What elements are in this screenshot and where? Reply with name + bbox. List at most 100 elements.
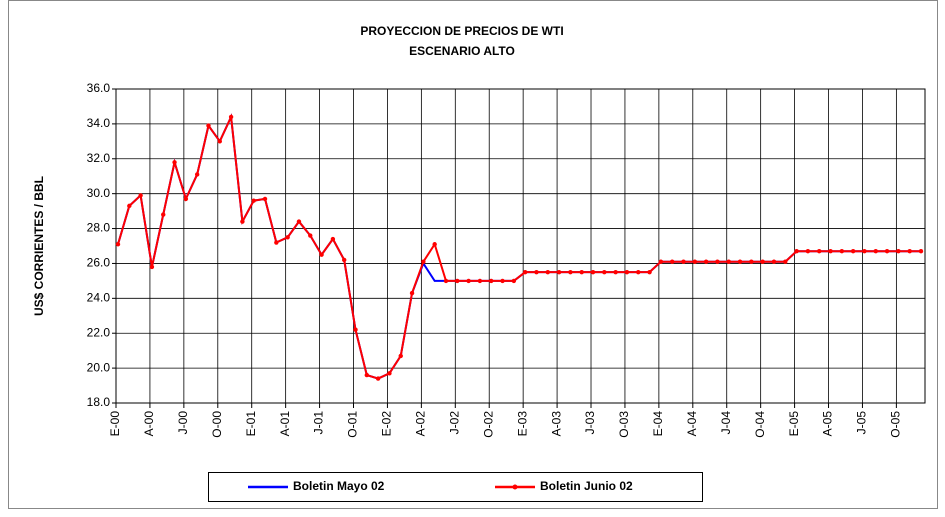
point bbox=[500, 278, 505, 284]
point bbox=[805, 249, 811, 254]
point bbox=[545, 269, 550, 275]
point bbox=[228, 114, 234, 120]
point bbox=[703, 259, 709, 264]
point bbox=[161, 212, 166, 217]
point bbox=[341, 257, 347, 263]
point bbox=[353, 327, 358, 332]
point bbox=[669, 259, 675, 264]
point bbox=[783, 259, 788, 264]
y-tick-label: 18.0 bbox=[87, 395, 111, 409]
point bbox=[251, 198, 256, 203]
point bbox=[884, 249, 890, 254]
series-line bbox=[117, 113, 921, 380]
point bbox=[771, 259, 777, 264]
x-tick-label: J-05 bbox=[855, 411, 869, 435]
x-tick-label: J-02 bbox=[447, 411, 461, 435]
point bbox=[489, 278, 494, 284]
x-tick-label: A-03 bbox=[549, 411, 563, 437]
point bbox=[375, 376, 381, 381]
point bbox=[466, 278, 471, 284]
point bbox=[556, 269, 562, 275]
chart-title: PROYECCION DE PRECIOS DE WTI bbox=[360, 24, 563, 38]
point bbox=[896, 249, 901, 254]
point bbox=[918, 249, 924, 254]
point bbox=[183, 196, 189, 202]
point bbox=[590, 269, 596, 275]
point bbox=[262, 196, 268, 202]
point bbox=[828, 249, 833, 254]
point bbox=[127, 203, 132, 209]
point bbox=[794, 249, 799, 254]
x-tick-label: E-04 bbox=[651, 411, 665, 437]
y-tick-label: 24.0 bbox=[87, 291, 111, 305]
x-tick-label: E-02 bbox=[380, 411, 394, 437]
legend-label: Boletin Mayo 02 bbox=[293, 479, 385, 493]
x-tick-label: O-05 bbox=[889, 411, 903, 438]
x-tick-label: E-05 bbox=[787, 411, 801, 437]
point bbox=[432, 242, 437, 247]
x-tick-label: J-01 bbox=[312, 411, 326, 435]
y-tick-label: 36.0 bbox=[87, 81, 111, 95]
point bbox=[319, 252, 324, 257]
y-tick-label: 26.0 bbox=[87, 256, 111, 270]
point bbox=[477, 278, 483, 284]
x-tick-label: E-03 bbox=[515, 411, 529, 437]
point bbox=[522, 269, 528, 275]
x-tick-label: J-00 bbox=[176, 411, 190, 435]
x-tick-label: O-02 bbox=[481, 411, 495, 438]
point bbox=[194, 172, 200, 177]
plot-border bbox=[115, 88, 926, 404]
y-tick-label: 28.0 bbox=[87, 221, 111, 235]
point bbox=[421, 259, 426, 264]
point bbox=[817, 249, 822, 254]
point bbox=[568, 269, 573, 275]
y-tick-label: 30.0 bbox=[87, 186, 111, 200]
chart-subtitle: ESCENARIO ALTO bbox=[409, 44, 515, 58]
y-tick-label: 22.0 bbox=[87, 325, 111, 339]
point bbox=[296, 219, 302, 224]
point bbox=[850, 249, 856, 254]
point bbox=[613, 269, 618, 275]
y-tick-label: 34.0 bbox=[87, 116, 111, 130]
point bbox=[737, 259, 743, 264]
x-tick-label: E-00 bbox=[108, 411, 122, 437]
x-tick-label: J-04 bbox=[719, 411, 733, 435]
point bbox=[624, 269, 630, 275]
point bbox=[217, 139, 222, 144]
legend-marker bbox=[512, 484, 518, 490]
point bbox=[658, 259, 664, 264]
x-tick-label: O-03 bbox=[617, 411, 631, 438]
point bbox=[692, 259, 698, 264]
point bbox=[760, 259, 765, 264]
point bbox=[873, 249, 878, 254]
plot-area bbox=[116, 89, 925, 403]
point bbox=[240, 219, 245, 224]
point bbox=[330, 236, 336, 242]
point bbox=[715, 259, 720, 264]
x-tick-label: A-05 bbox=[821, 411, 835, 437]
x-tick-label: O-00 bbox=[210, 411, 224, 438]
x-tick-label: A-04 bbox=[685, 411, 699, 437]
point bbox=[907, 249, 912, 254]
x-tick-label: A-00 bbox=[142, 411, 156, 437]
x-tick-label: O-01 bbox=[346, 411, 360, 438]
point bbox=[274, 240, 279, 245]
point bbox=[308, 233, 313, 238]
x-tick-label: E-01 bbox=[244, 411, 258, 437]
point bbox=[534, 269, 539, 275]
point bbox=[726, 259, 731, 264]
point bbox=[636, 269, 641, 275]
point bbox=[138, 193, 143, 198]
x-tick-label: J-03 bbox=[583, 411, 597, 435]
legend-label: Boletin Junio 02 bbox=[540, 479, 633, 493]
point bbox=[115, 242, 121, 247]
legend-box bbox=[208, 472, 703, 502]
point bbox=[749, 259, 754, 264]
point bbox=[647, 269, 652, 275]
x-tick-label: A-02 bbox=[414, 411, 428, 437]
point bbox=[149, 264, 155, 270]
point bbox=[443, 278, 449, 284]
point bbox=[409, 290, 415, 296]
point bbox=[681, 259, 686, 264]
point bbox=[455, 278, 460, 284]
